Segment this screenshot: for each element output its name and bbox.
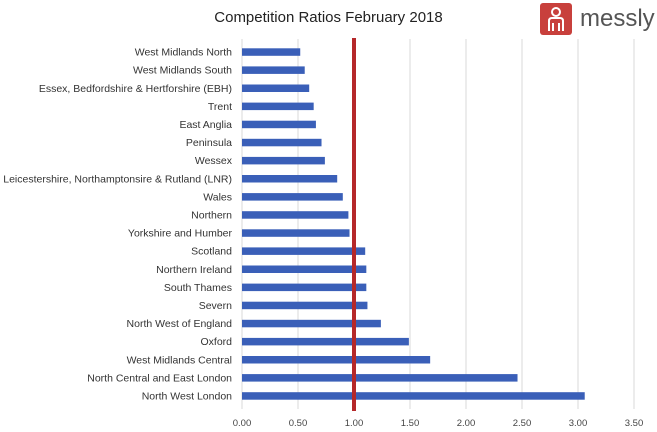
- category-label: Leicestershire, Northamptonsire & Rutlan…: [3, 173, 232, 185]
- x-tick-label: 1.50: [401, 418, 420, 429]
- x-tick-label: 3.50: [625, 418, 644, 429]
- category-label: Trent: [208, 101, 232, 113]
- category-label: South Thames: [164, 282, 232, 294]
- bar: [242, 102, 314, 111]
- category-label: Wales: [203, 191, 232, 203]
- bar: [242, 138, 322, 147]
- category-label: West Midlands Central: [127, 354, 232, 366]
- bar: [242, 48, 301, 56]
- category-label: West Midlands South: [133, 65, 232, 77]
- messly-logo: messly: [540, 3, 655, 35]
- x-tick-label: 2.00: [457, 418, 476, 429]
- bar: [242, 283, 367, 292]
- person-icon: [540, 3, 572, 35]
- bar: [242, 301, 368, 310]
- category-label: Wessex: [195, 155, 233, 167]
- bar: [242, 392, 585, 400]
- bar: [242, 193, 343, 201]
- category-label: Northern Ireland: [156, 264, 232, 276]
- category-label: North Central and East London: [87, 372, 232, 384]
- category-label: Scotland: [191, 246, 232, 258]
- bar: [242, 156, 325, 165]
- category-label: West Midlands North: [135, 47, 232, 59]
- bar: [242, 247, 366, 255]
- bar: [242, 175, 338, 183]
- x-tick-label: 2.50: [513, 418, 532, 429]
- x-tick-label: 3.00: [569, 418, 588, 429]
- bar: [242, 319, 381, 328]
- category-label: Severn: [199, 300, 232, 312]
- x-tick-label: 0.50: [289, 418, 308, 429]
- logo-text: messly: [580, 5, 655, 32]
- bar: [242, 337, 409, 346]
- chart-title: Competition Ratios February 2018: [214, 9, 443, 26]
- category-label: North West London: [142, 390, 232, 402]
- bar: [242, 84, 310, 92]
- bar: [242, 66, 305, 74]
- category-label: East Anglia: [179, 119, 232, 131]
- bar: [242, 374, 518, 382]
- bar: [242, 229, 350, 237]
- bar: [242, 120, 316, 129]
- category-label: Essex, Bedfordshire & Hertforshire (EBH): [39, 83, 232, 95]
- category-label: Northern: [191, 209, 232, 221]
- bar: [242, 211, 349, 219]
- category-label: Peninsula: [186, 137, 232, 149]
- category-label: North West of England: [127, 318, 233, 330]
- x-tick-label: 1.00: [345, 418, 364, 429]
- category-label: Oxford: [200, 336, 232, 348]
- x-tick-label: 0.00: [233, 418, 252, 429]
- bar: [242, 356, 431, 364]
- category-label: Yorkshire and Humber: [128, 228, 233, 240]
- bar: [242, 265, 367, 273]
